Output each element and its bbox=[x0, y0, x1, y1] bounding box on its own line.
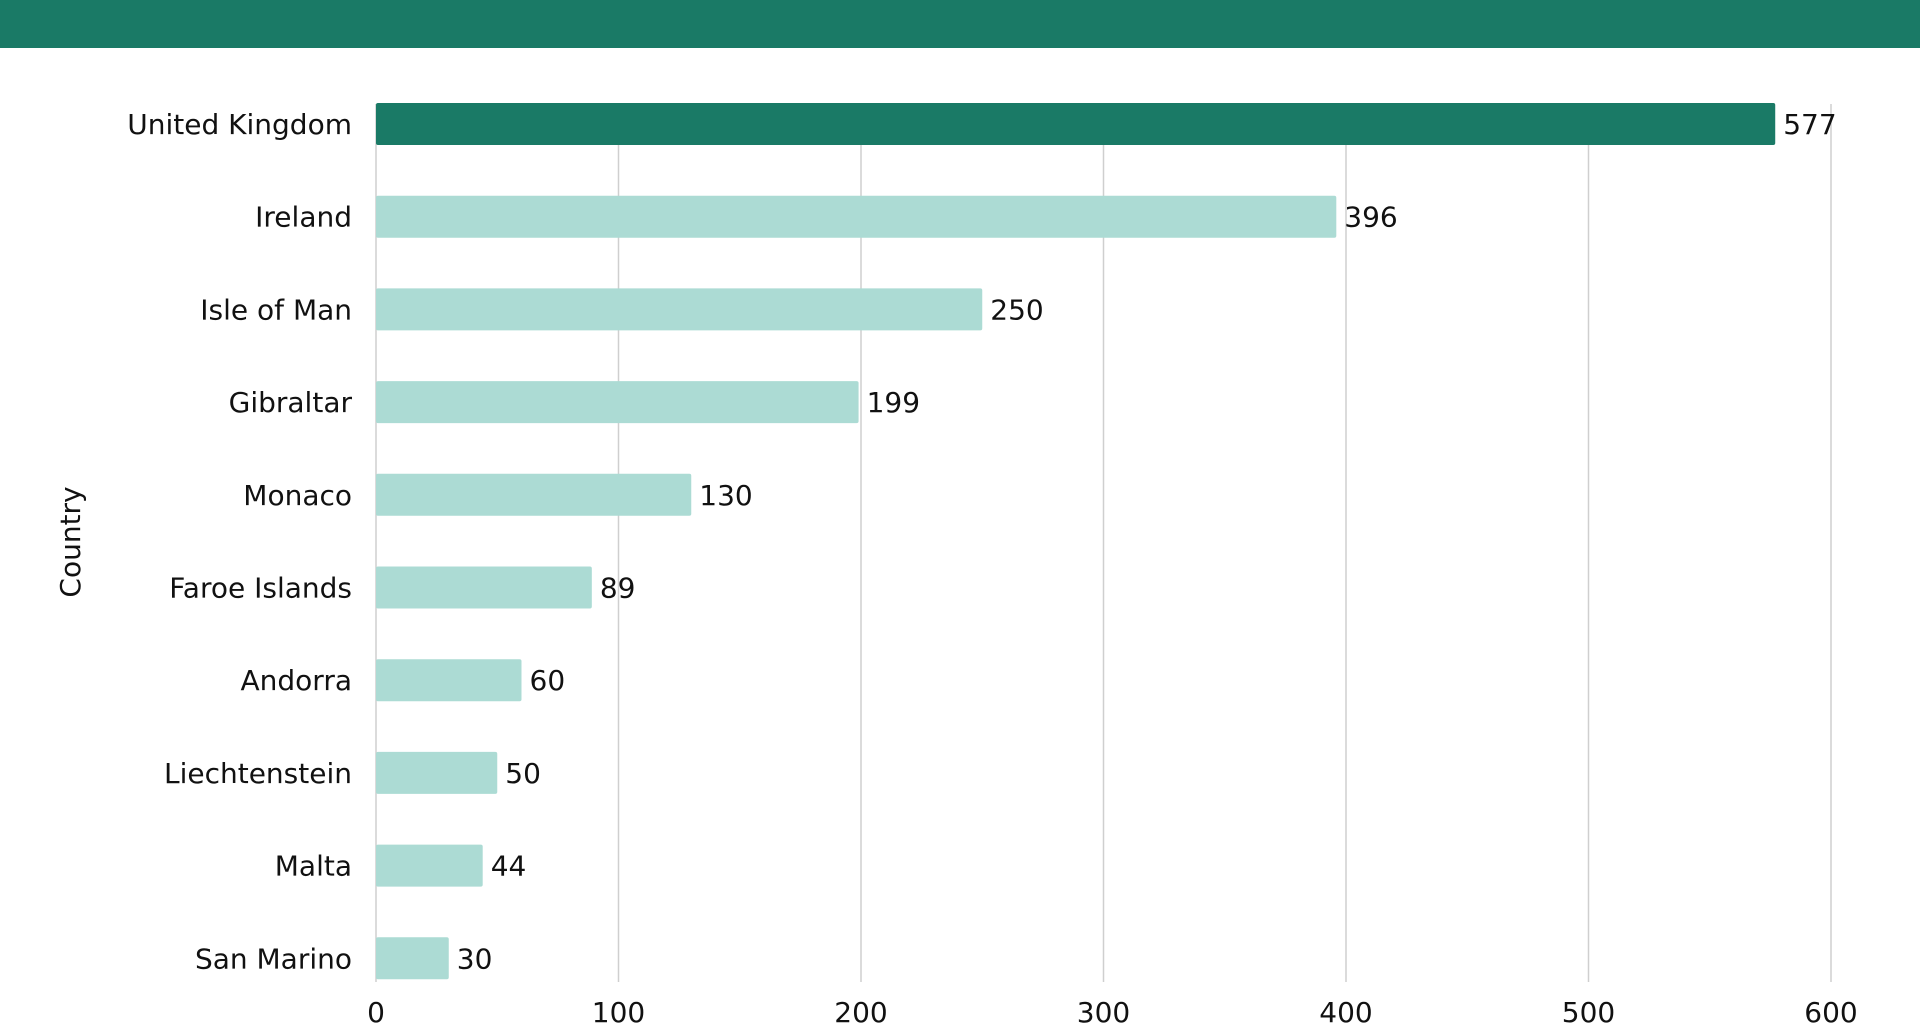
value-label: 44 bbox=[491, 850, 527, 883]
x-tick-label: 100 bbox=[592, 996, 645, 1024]
value-label: 30 bbox=[457, 942, 493, 975]
x-tick-label: 500 bbox=[1562, 996, 1615, 1024]
bar bbox=[376, 566, 592, 609]
x-tick-label: 600 bbox=[1804, 996, 1857, 1024]
x-tick-label: 0 bbox=[367, 996, 385, 1024]
value-label: 396 bbox=[1344, 201, 1397, 234]
category-label: Monaco bbox=[243, 479, 352, 512]
category-label: Liechtenstein bbox=[164, 757, 352, 790]
value-label: 60 bbox=[530, 664, 566, 697]
bars bbox=[376, 103, 1776, 980]
x-tick-label: 300 bbox=[1077, 996, 1130, 1024]
header-band bbox=[0, 0, 1920, 48]
bar bbox=[376, 937, 449, 980]
bar bbox=[376, 473, 692, 516]
value-label: 130 bbox=[699, 479, 752, 512]
grid-lines bbox=[617, 104, 1832, 982]
value-label: 577 bbox=[1783, 108, 1836, 141]
category-label: Ireland bbox=[255, 201, 352, 234]
y-axis-title: Country bbox=[54, 486, 87, 597]
value-label: 199 bbox=[867, 386, 920, 419]
category-label: United Kingdom bbox=[127, 108, 352, 141]
bar bbox=[376, 103, 1776, 145]
category-label: Andorra bbox=[241, 664, 353, 697]
bar bbox=[376, 288, 983, 331]
value-label: 250 bbox=[990, 293, 1043, 326]
value-label: 50 bbox=[505, 757, 541, 790]
bar bbox=[376, 195, 1337, 238]
category-label: Isle of Man bbox=[200, 293, 352, 326]
bar bbox=[376, 751, 498, 794]
bar bbox=[376, 381, 859, 424]
category-label: Faroe Islands bbox=[169, 572, 352, 605]
value-label: 89 bbox=[600, 572, 636, 605]
x-tick-label: 400 bbox=[1319, 996, 1372, 1024]
labels: 0 100 200 300 400 500 600 United Kingdom 577 Irel… bbox=[127, 108, 1857, 1024]
x-tick-label: 200 bbox=[834, 996, 887, 1024]
category-label: Gibraltar bbox=[229, 386, 353, 419]
category-label: San Marino bbox=[195, 942, 352, 975]
bar bbox=[376, 844, 483, 887]
bar bbox=[376, 659, 522, 702]
category-label: Malta bbox=[275, 850, 352, 883]
